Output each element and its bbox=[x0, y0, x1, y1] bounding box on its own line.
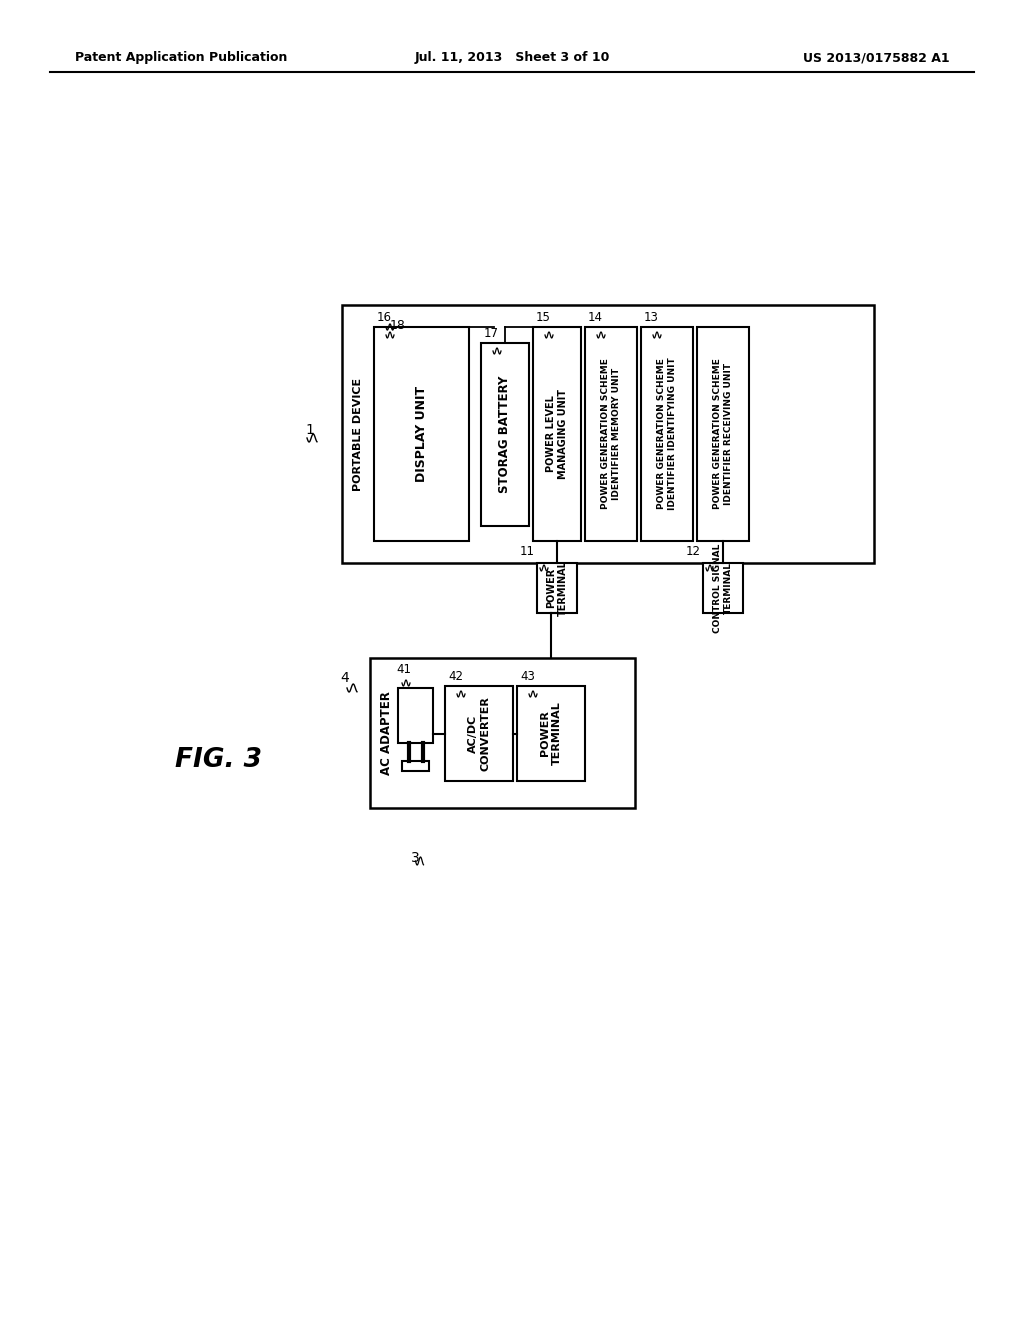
Text: 3: 3 bbox=[411, 851, 420, 865]
Text: AC ADAPTER: AC ADAPTER bbox=[380, 692, 392, 775]
Text: US 2013/0175882 A1: US 2013/0175882 A1 bbox=[804, 51, 950, 65]
Text: FIG. 3: FIG. 3 bbox=[175, 747, 262, 774]
Bar bbox=[374, 327, 469, 541]
Text: 41: 41 bbox=[396, 663, 411, 676]
Text: Patent Application Publication: Patent Application Publication bbox=[75, 51, 288, 65]
Text: POWER GENERATION SCHEME
IDENTIFIER IDENTIFYING UNIT: POWER GENERATION SCHEME IDENTIFIER IDENT… bbox=[657, 358, 677, 511]
Text: 12: 12 bbox=[686, 545, 701, 558]
Text: PORTABLE DEVICE: PORTABLE DEVICE bbox=[353, 378, 362, 491]
Text: POWER GENERATION SCHEME
IDENTIFIER RECEIVING UNIT: POWER GENERATION SCHEME IDENTIFIER RECEI… bbox=[714, 359, 733, 510]
Bar bbox=[534, 327, 581, 541]
Bar bbox=[537, 564, 577, 612]
Text: POWER
TERMINAL: POWER TERMINAL bbox=[546, 560, 567, 616]
Bar bbox=[697, 327, 749, 541]
Bar bbox=[342, 305, 874, 564]
Bar bbox=[585, 327, 637, 541]
Text: POWER
TERMINAL: POWER TERMINAL bbox=[540, 702, 562, 766]
Bar bbox=[445, 686, 513, 781]
Text: 17: 17 bbox=[484, 327, 499, 341]
Text: POWER LEVEL
MANAGING UNIT: POWER LEVEL MANAGING UNIT bbox=[546, 389, 568, 479]
Text: AC/DC
CONVERTER: AC/DC CONVERTER bbox=[468, 696, 490, 771]
Bar bbox=[370, 657, 635, 808]
Text: DISPLAY UNIT: DISPLAY UNIT bbox=[415, 385, 428, 482]
Bar bbox=[402, 762, 429, 771]
Text: 15: 15 bbox=[536, 312, 551, 323]
Text: 14: 14 bbox=[588, 312, 603, 323]
Text: CONTROL SIGNAL
TERMINAL: CONTROL SIGNAL TERMINAL bbox=[714, 544, 733, 632]
Bar bbox=[398, 688, 433, 743]
Text: Jul. 11, 2013   Sheet 3 of 10: Jul. 11, 2013 Sheet 3 of 10 bbox=[415, 51, 609, 65]
Bar bbox=[703, 564, 743, 612]
Text: 1: 1 bbox=[305, 422, 314, 437]
Text: 18: 18 bbox=[390, 319, 406, 333]
Text: 42: 42 bbox=[449, 671, 463, 682]
Text: 4: 4 bbox=[341, 671, 349, 685]
Text: 43: 43 bbox=[520, 671, 535, 682]
Text: 13: 13 bbox=[644, 312, 658, 323]
Text: POWER GENERATION SCHEME
IDENTIFIER MEMORY UNIT: POWER GENERATION SCHEME IDENTIFIER MEMOR… bbox=[601, 359, 621, 510]
Bar bbox=[517, 686, 585, 781]
Bar bbox=[641, 327, 693, 541]
Bar bbox=[481, 343, 529, 525]
Text: 16: 16 bbox=[377, 312, 392, 323]
Text: 11: 11 bbox=[520, 545, 535, 558]
Text: STORAG BATTERY: STORAG BATTERY bbox=[499, 376, 512, 494]
